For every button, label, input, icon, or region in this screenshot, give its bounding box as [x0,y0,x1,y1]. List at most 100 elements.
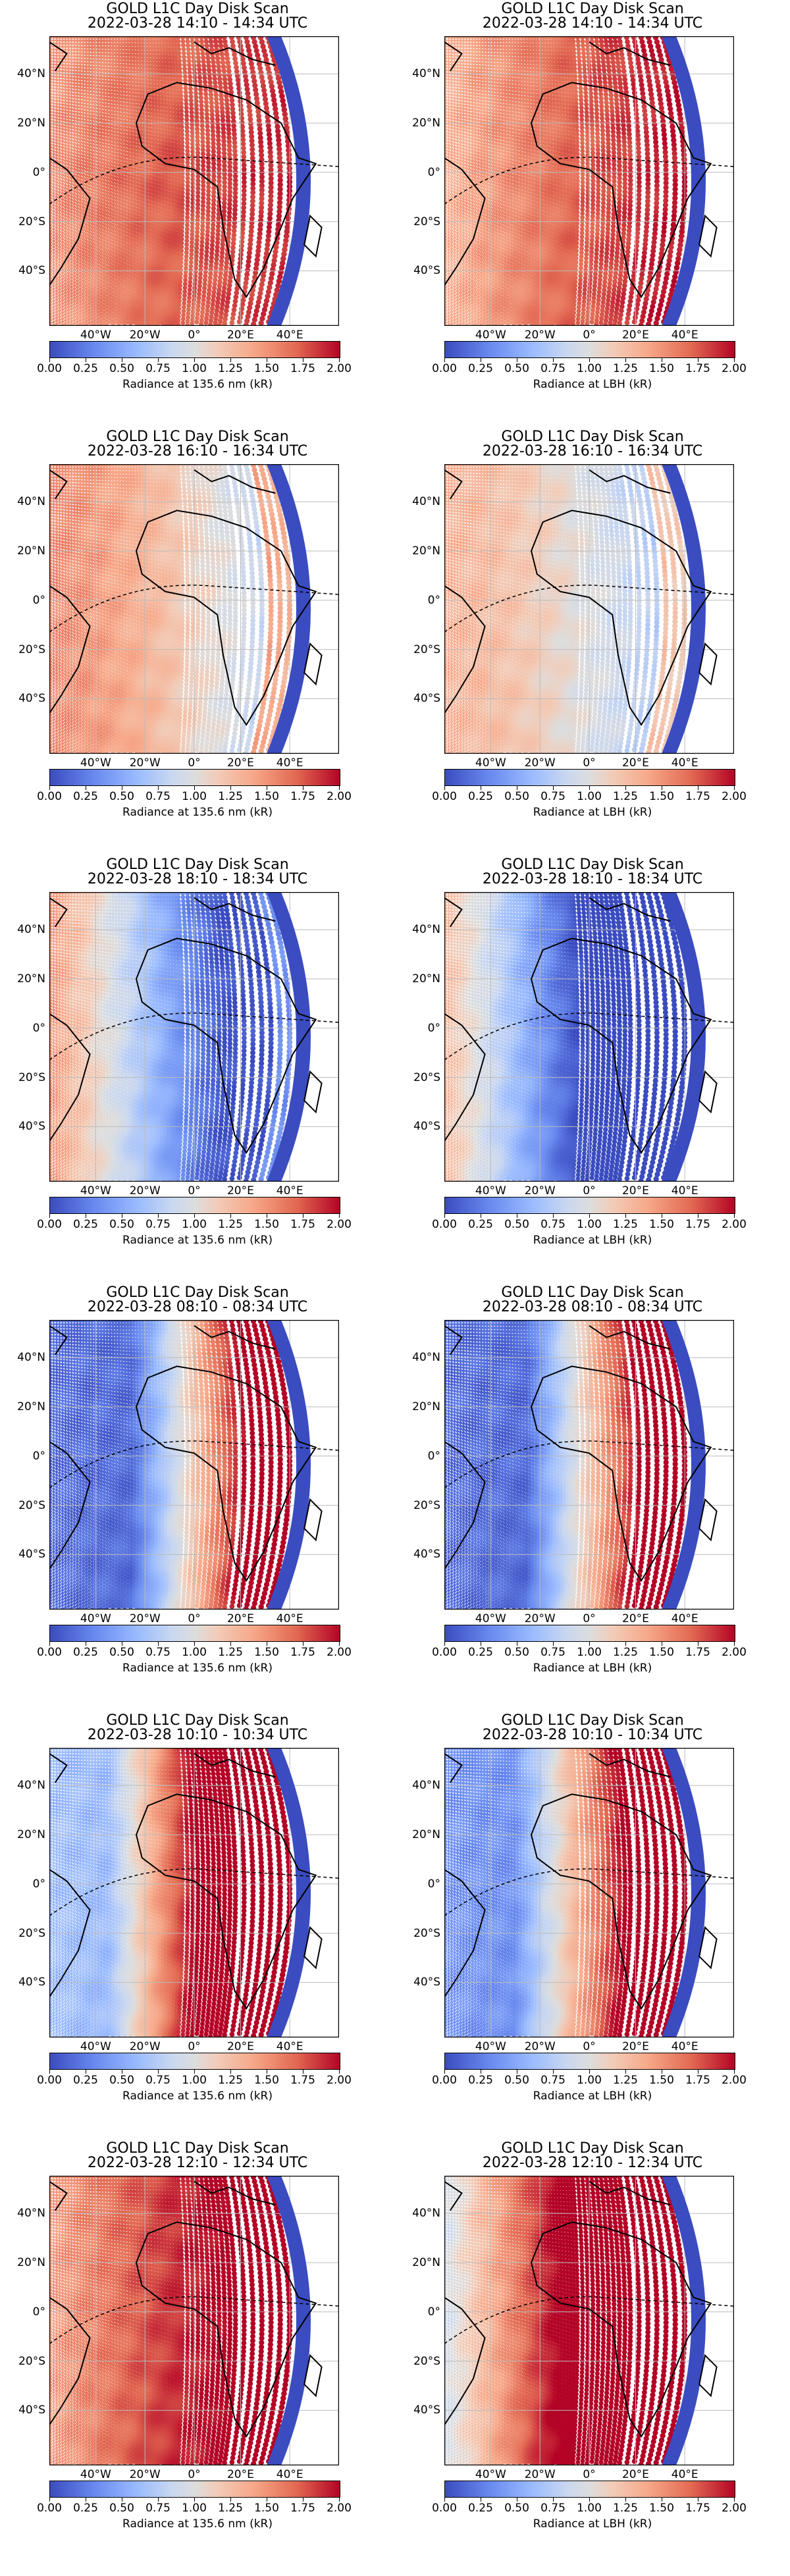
colorbar [49,2481,340,2498]
lon-tick-label: 20°W [130,1612,161,1625]
colorbar-tick-label: 1.75 [685,1218,710,1231]
colorbar-label: Radiance at LBH (kR) [395,2090,790,2103]
colorbar-tick-label: 0.00 [432,1218,457,1231]
colorbar-tick-label: 2.00 [327,362,352,375]
colorbar-tick-mark [194,1214,195,1218]
colorbar-tick-label: 0.25 [468,2502,493,2515]
colorbar-tick-mark [230,1214,231,1218]
lon-tick-label: 0° [188,329,200,342]
lon-tick-label: 20°E [227,1184,254,1197]
panel-time: 2022-03-28 12:10 - 12:34 UTC [0,2155,395,2171]
lat-tick-label: 0° [428,1450,440,1463]
scan-points [49,2176,302,2465]
lat-tick-label: 40°N [412,67,440,80]
colorbar-tick-mark [49,786,50,790]
colorbar-tick-label: 0.50 [109,1218,134,1231]
lon-tick-label: 20°W [525,2468,556,2481]
lon-tick-label: 0° [188,2040,200,2053]
lat-tick-label: 0° [428,1878,440,1891]
coastlines [444,41,718,298]
lat-tick-label: 40°S [413,1976,440,1989]
colorbar-tick-label: 2.00 [722,2074,747,2087]
lon-tick-label: 40°E [672,2468,698,2481]
colorbar-tick-mark [339,2498,340,2502]
lon-tick-label: 20°E [227,2040,254,2053]
colorbar-tick-mark [589,1214,590,1218]
colorbar-tick-mark [734,1642,735,1646]
colorbar-tick-label: 1.00 [577,362,602,375]
disk-scan-map [49,892,339,1182]
lat-tick-label: 0° [428,2305,440,2319]
colorbar-tick-mark [158,358,159,362]
lon-tick-label: 20°E [622,329,649,342]
map-panel: GOLD L1C Day Disk Scan 2022-03-28 14:10 -… [0,0,395,428]
map-canvas [49,1320,339,1610]
colorbar-tick-label: 1.50 [254,362,279,375]
colorbar-tick-label: 1.75 [290,362,315,375]
lon-tick-label: 40°E [276,1612,303,1625]
colorbar-tick-label: 0.75 [540,790,566,803]
colorbar-tick-label: 2.00 [327,2502,352,2515]
colorbar-tick-label: 1.00 [577,2074,602,2087]
scan-points [444,2176,697,2465]
map-canvas [444,464,734,754]
colorbar-tick-mark [339,786,340,790]
panel-title: GOLD L1C Day Disk Scan [0,429,395,445]
lat-tick-label: 20°N [412,1828,440,1841]
lon-tick-label: 40°W [80,1612,111,1625]
lat-tick-label: 20°S [413,643,440,656]
disk-scan-map [444,36,734,326]
disk-limb [662,2176,706,2465]
colorbar [49,769,340,786]
map-canvas [444,1748,734,2037]
lon-tick-label: 20°E [227,329,254,342]
panel-time: 2022-03-28 14:10 - 14:34 UTC [0,16,395,32]
colorbar-tick-label: 0.00 [432,2502,457,2515]
lat-tick-label: 20°S [413,215,440,228]
map-canvas [444,1320,734,1610]
lon-tick-label: 40°E [276,329,303,342]
colorbar-tick-mark [553,1642,554,1646]
lat-tick-label: 40°S [18,264,45,277]
colorbar-tick-mark [553,786,554,790]
disk-scan-map [444,2176,734,2465]
colorbar-tick-label: 1.75 [290,790,315,803]
colorbar-tick-label: 1.75 [685,2074,710,2087]
colorbar-tick-label: 0.75 [540,2502,566,2515]
colorbar-tick-label: 0.25 [468,362,493,375]
lat-tick-label: 20°N [17,117,45,130]
lon-tick-label: 20°E [227,1612,254,1625]
colorbar-tick-label: 0.25 [73,362,98,375]
colorbar-tick-label: 1.50 [649,1646,674,1659]
coastlines [49,897,323,1154]
colorbar-tick-label: 1.50 [254,2074,279,2087]
colorbar-tick-label: 0.50 [109,2502,134,2515]
colorbar-tick-label: 0.25 [73,790,98,803]
map-frame [444,892,734,1182]
colorbar-tick-label: 1.50 [254,790,279,803]
colorbar-tick-label: 0.50 [504,2502,529,2515]
map-frame [49,36,339,326]
colorbar-tick-mark [444,1642,445,1646]
colorbar-tick-label: 0.50 [504,790,529,803]
map-frame [49,892,339,1182]
disk-scan-map [49,464,339,754]
colorbar-tick-label: 1.00 [182,790,207,803]
colorbar-label: Radiance at 135.6 nm (kR) [0,1662,395,1675]
colorbar-tick-label: 0.25 [73,1218,98,1231]
colorbar-tick-label: 1.00 [182,1218,207,1231]
map-frame [49,2176,339,2465]
lat-tick-label: 40°N [17,1779,45,1792]
lat-tick-label: 20°N [412,544,440,558]
colorbar-tick-label: 0.50 [504,1646,529,1659]
lat-tick-label: 20°S [413,1499,440,1512]
coastlines [49,469,323,726]
colorbar-tick-label: 0.75 [145,2502,171,2515]
lat-tick-label: 0° [428,1022,440,1035]
lat-tick-label: 0° [33,1022,45,1035]
lon-tick-label: 20°E [622,1612,649,1625]
lon-tick-label: 40°E [276,2040,303,2053]
map-canvas [444,2176,734,2465]
colorbar-tick-label: 1.50 [254,1218,279,1231]
map-frame [444,1748,734,2037]
